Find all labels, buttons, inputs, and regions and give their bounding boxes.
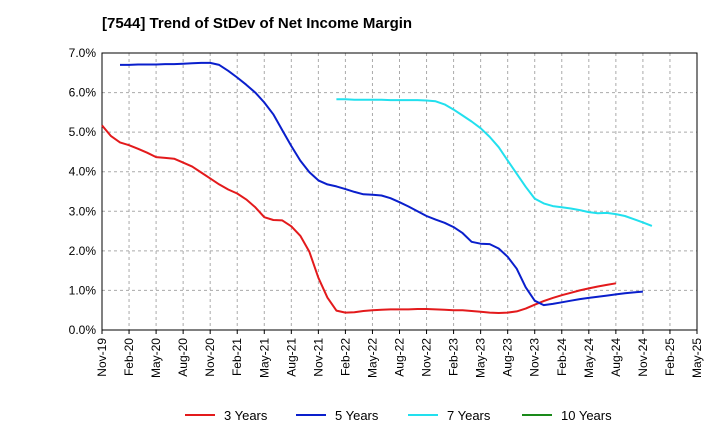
x-tick-label: Feb-21 [230, 338, 244, 376]
y-tick-label: 2.0% [69, 244, 97, 258]
x-tick-label: Aug-20 [176, 338, 190, 377]
series-layer [101, 61, 653, 314]
y-tick-label: 1.0% [69, 283, 97, 297]
series-line-3-years [101, 124, 617, 314]
x-tick-label: Aug-21 [284, 338, 298, 377]
x-tick-label: Feb-23 [447, 338, 461, 376]
x-tick-label: May-25 [690, 338, 704, 378]
legend: 3 Years 5 Years 7 Years 10 Years [185, 408, 612, 423]
x-tick-label: Nov-24 [636, 338, 650, 377]
y-tick-label: 3.0% [69, 204, 97, 218]
x-tick-label: Aug-24 [609, 338, 623, 377]
legend-label: 7 Years [447, 408, 491, 423]
x-tick-label: Aug-22 [393, 338, 407, 377]
x-tick-label: Feb-22 [338, 338, 352, 376]
x-tick-label: Nov-19 [95, 338, 109, 377]
x-tick-label: Feb-24 [555, 338, 569, 376]
grid [102, 53, 697, 330]
x-tick-label: Feb-20 [122, 338, 136, 376]
chart-title: [7544] Trend of StDev of Net Income Marg… [102, 15, 413, 32]
legend-label: 3 Years [224, 408, 268, 423]
x-tick-label: Nov-22 [420, 338, 434, 377]
x-tick-label: May-21 [257, 338, 271, 378]
y-tick-label: 6.0% [69, 86, 97, 100]
y-tick-label: 4.0% [69, 165, 97, 179]
y-tick-label: 0.0% [69, 323, 97, 337]
x-tick-label: Aug-23 [501, 338, 515, 377]
legend-label: 10 Years [561, 408, 612, 423]
x-tick-label: May-22 [365, 338, 379, 378]
x-tick-label: May-24 [582, 338, 596, 378]
legend-label: 5 Years [335, 408, 379, 423]
x-tick-label: Nov-20 [203, 338, 217, 377]
series-line-5-years [120, 61, 643, 307]
x-tick-label: Nov-23 [528, 338, 542, 377]
x-tick-label: May-20 [149, 338, 163, 378]
plot-border [101, 52, 698, 331]
y-tick-label: 7.0% [69, 46, 97, 60]
y-tick-label: 5.0% [69, 125, 97, 139]
series-line-7-years [336, 98, 653, 227]
x-tick-label: Feb-25 [663, 338, 677, 376]
axes: 0.0% 1.0% 2.0% 3.0% 4.0% 5.0% 6.0% 7.0% Nov-19 Fe… [69, 46, 704, 378]
x-tick-label: Nov-21 [311, 338, 325, 377]
x-tick-label: May-23 [474, 338, 488, 378]
